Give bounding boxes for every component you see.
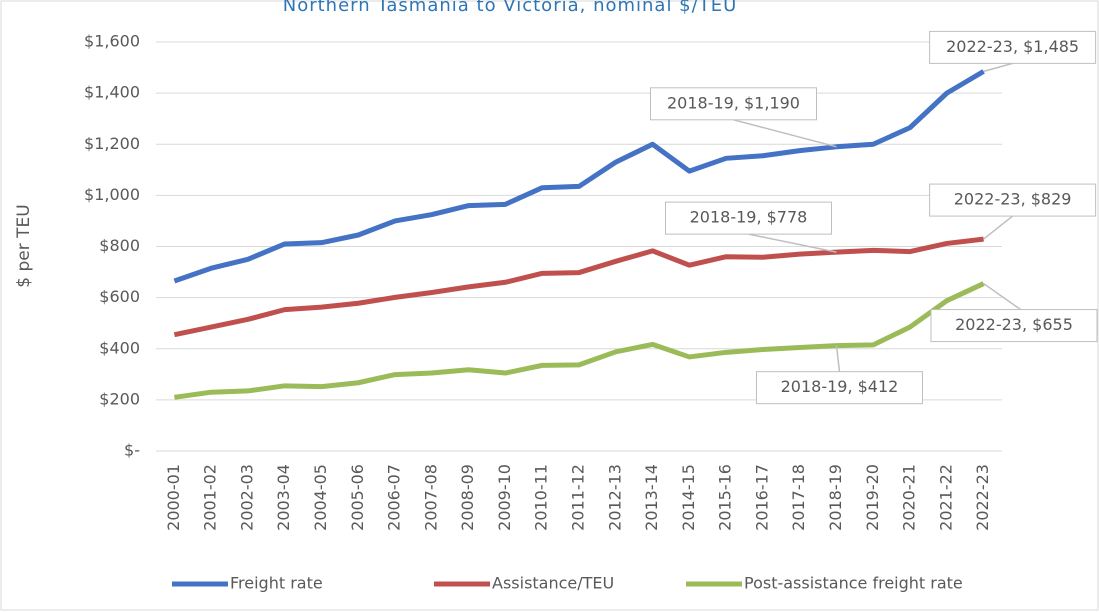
label-leader: [983, 282, 1022, 311]
x-tick-label: 2020-21: [900, 464, 919, 531]
x-tick-label: 2017-18: [789, 464, 808, 531]
x-tick-label: 2016-17: [752, 464, 771, 531]
y-tick-label: $1,000: [84, 185, 140, 204]
series-line: [173, 236, 984, 338]
series-line: [174, 281, 985, 400]
y-tick-label: $400: [99, 338, 140, 357]
legend-label: Freight rate: [230, 574, 323, 593]
label-leader: [983, 62, 1013, 73]
label-box: [649, 87, 817, 121]
x-tick-label: 2021-22: [936, 464, 955, 531]
x-tick-label: 2018-19: [826, 464, 845, 531]
data-label: 2018-19, $1,190: [667, 93, 800, 112]
x-tick-label: 2004-05: [311, 464, 330, 531]
x-tick-label: 2015-16: [716, 464, 735, 531]
label-leader: [748, 233, 837, 253]
y-tick-label: $600: [99, 287, 140, 306]
data-label: 2022-23, $1,485: [946, 37, 1079, 56]
label-box: [929, 183, 1097, 217]
x-tick-label: 2002-03: [237, 464, 256, 531]
x-tick-label: 2001-02: [201, 464, 220, 531]
x-tick-label: 2013-14: [642, 464, 661, 531]
x-tick-label: 2011-12: [569, 464, 588, 531]
x-tick-label: 2012-13: [605, 464, 624, 531]
legend-label: Assistance/TEU: [492, 574, 614, 593]
x-tick-label: 2006-07: [385, 464, 404, 531]
y-tick-label: $1,400: [84, 83, 140, 102]
x-tick-label: 2008-09: [458, 464, 477, 531]
label-box: [755, 371, 923, 405]
y-tick-label: $1,200: [84, 134, 140, 153]
y-tick-label: $1,600: [84, 32, 140, 51]
x-tick-label: 2019-20: [863, 464, 882, 531]
y-axis-title: $ per TEU: [14, 204, 34, 287]
x-tick-label: 2022-23: [973, 464, 992, 531]
y-tick-label: $200: [99, 389, 140, 408]
chart-title: Northern Tasmania to Victoria, nominal $…: [283, 0, 738, 16]
x-tick-label: 2009-10: [495, 464, 514, 531]
data-label: 2018-19, $778: [690, 208, 808, 227]
x-tick-label: 2007-08: [421, 464, 440, 531]
series-line: [173, 69, 985, 284]
x-tick-label: 2003-04: [274, 464, 293, 531]
legend-label: Post-assistance freight rate: [744, 574, 963, 593]
label-leader: [733, 119, 837, 148]
x-tick-label: 2010-11: [532, 464, 551, 531]
label-leader: [835, 345, 841, 372]
label-box: [929, 30, 1097, 64]
label-box: [664, 201, 832, 235]
label-box: [930, 309, 1098, 343]
label-leader: [983, 215, 1014, 240]
y-tick-label: $800: [99, 236, 140, 255]
x-tick-label: 2005-06: [348, 464, 367, 531]
data-label: 2018-19, $412: [781, 377, 899, 396]
data-label: 2022-23, $829: [954, 190, 1072, 209]
data-label: 2022-23, $655: [955, 315, 1073, 334]
x-tick-label: 2014-15: [679, 464, 698, 531]
y-tick-label: $-: [124, 441, 140, 460]
x-tick-label: 2000-01: [164, 464, 183, 531]
